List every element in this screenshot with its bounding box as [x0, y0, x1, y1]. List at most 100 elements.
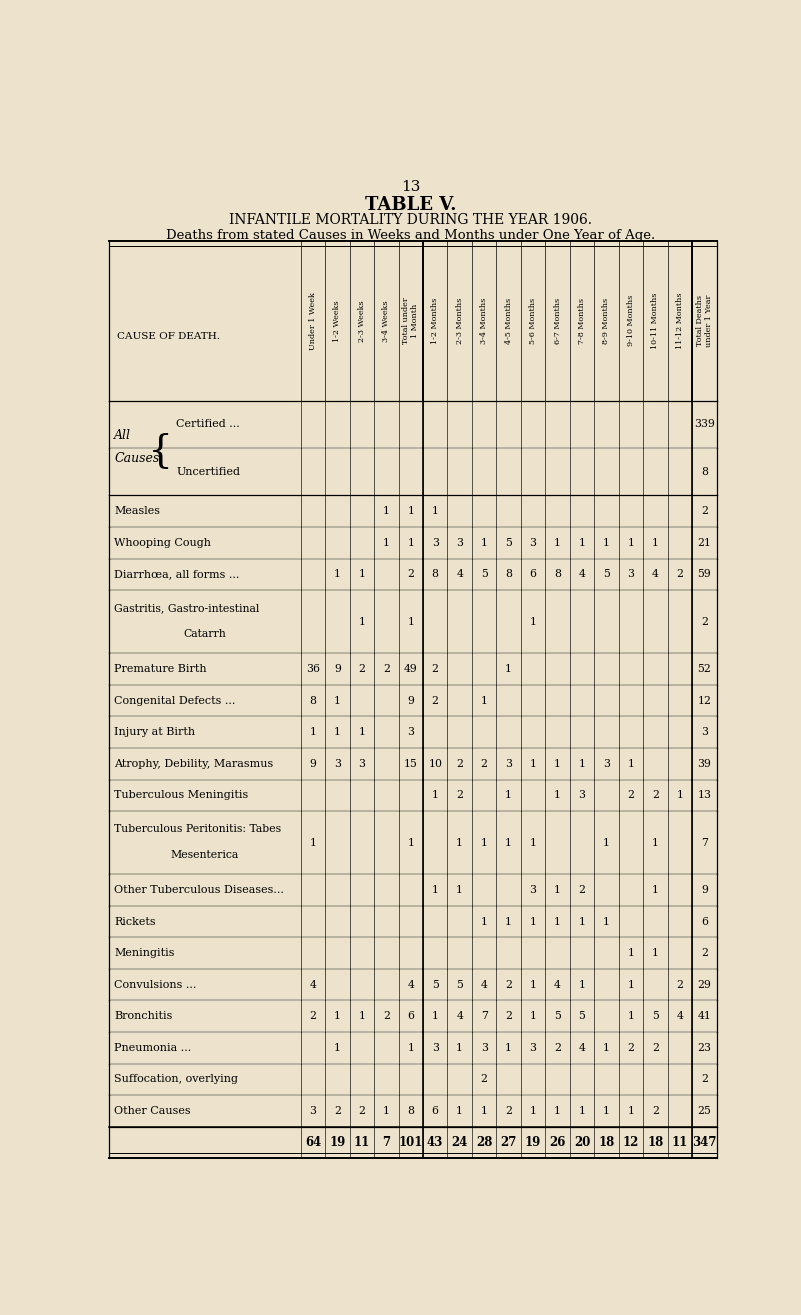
Text: 1: 1	[652, 948, 659, 959]
Text: 4: 4	[309, 980, 316, 990]
Text: 1: 1	[554, 538, 561, 548]
Text: 1: 1	[432, 1011, 439, 1022]
Text: 2: 2	[457, 759, 463, 769]
Text: 15: 15	[404, 759, 417, 769]
Text: 3: 3	[701, 727, 708, 738]
Text: 3: 3	[603, 759, 610, 769]
Text: 1: 1	[578, 1106, 586, 1116]
Text: 1-2 Months: 1-2 Months	[431, 297, 439, 345]
Text: Atrophy, Debility, Marasmus: Atrophy, Debility, Marasmus	[115, 759, 274, 769]
Text: 2: 2	[627, 1043, 634, 1053]
Text: 25: 25	[698, 1106, 711, 1116]
Text: Congenital Defects ...: Congenital Defects ...	[115, 696, 235, 706]
Text: 1: 1	[603, 1106, 610, 1116]
Text: 2: 2	[652, 790, 659, 801]
Text: 9: 9	[408, 696, 414, 706]
Text: 1: 1	[554, 790, 561, 801]
Text: 1: 1	[407, 506, 414, 517]
Text: 1: 1	[505, 664, 512, 675]
Text: 9: 9	[334, 664, 340, 675]
Text: 3: 3	[309, 1106, 316, 1116]
Text: 1: 1	[529, 980, 537, 990]
Text: 2: 2	[505, 1106, 512, 1116]
Text: 1: 1	[358, 1011, 365, 1022]
Text: 18: 18	[598, 1136, 614, 1149]
Text: 1: 1	[627, 948, 634, 959]
Text: 26: 26	[549, 1136, 566, 1149]
Text: 1: 1	[383, 1106, 390, 1116]
Text: 3: 3	[627, 569, 634, 580]
Text: 1: 1	[603, 538, 610, 548]
Text: 11: 11	[354, 1136, 370, 1149]
Text: 7-8 Months: 7-8 Months	[578, 297, 586, 343]
Text: Mesenterica: Mesenterica	[171, 851, 239, 860]
Text: Convulsions ...: Convulsions ...	[115, 980, 197, 990]
Text: Whooping Cough: Whooping Cough	[115, 538, 211, 548]
Text: 3: 3	[578, 790, 586, 801]
Text: Uncertified: Uncertified	[176, 467, 240, 477]
Text: 1: 1	[554, 885, 561, 896]
Text: Bronchitis: Bronchitis	[115, 1011, 173, 1022]
Text: 1: 1	[481, 917, 488, 927]
Text: Other Tuberculous Diseases...: Other Tuberculous Diseases...	[115, 885, 284, 896]
Text: 13: 13	[698, 790, 711, 801]
Text: 24: 24	[452, 1136, 468, 1149]
Text: Other Causes: Other Causes	[115, 1106, 191, 1116]
Text: 3: 3	[334, 759, 341, 769]
Text: 7: 7	[481, 1011, 488, 1022]
Text: 41: 41	[698, 1011, 711, 1022]
Text: 19: 19	[525, 1136, 541, 1149]
Text: 3: 3	[529, 538, 537, 548]
Text: 2: 2	[457, 790, 463, 801]
Text: 5: 5	[554, 1011, 561, 1022]
Text: TABLE V.: TABLE V.	[364, 196, 457, 214]
Text: 1: 1	[383, 538, 390, 548]
Text: Causes: Causes	[115, 452, 159, 464]
Text: 347: 347	[692, 1136, 717, 1149]
Text: 6: 6	[432, 1106, 439, 1116]
Text: 11-12 Months: 11-12 Months	[676, 292, 684, 348]
Text: 29: 29	[698, 980, 711, 990]
Text: Tuberculous Meningitis: Tuberculous Meningitis	[115, 790, 248, 801]
Text: 1: 1	[676, 790, 683, 801]
Text: Catarrh: Catarrh	[183, 630, 227, 639]
Text: Gastritis, Gastro-intestinal: Gastritis, Gastro-intestinal	[115, 602, 260, 613]
Text: 11: 11	[672, 1136, 688, 1149]
Text: 1: 1	[627, 1011, 634, 1022]
Text: 39: 39	[698, 759, 711, 769]
Text: 1: 1	[407, 538, 414, 548]
Text: }: }	[139, 430, 164, 467]
Text: 4: 4	[554, 980, 561, 990]
Text: 4: 4	[578, 569, 586, 580]
Text: 28: 28	[476, 1136, 493, 1149]
Text: 1: 1	[481, 696, 488, 706]
Text: 3: 3	[407, 727, 414, 738]
Text: 1: 1	[529, 1011, 537, 1022]
Text: 4: 4	[457, 1011, 463, 1022]
Text: 2: 2	[358, 664, 365, 675]
Text: 3: 3	[432, 538, 439, 548]
Text: INFANTILE MORTALITY DURING THE YEAR 1906.: INFANTILE MORTALITY DURING THE YEAR 1906…	[229, 213, 592, 227]
Text: 3: 3	[529, 885, 537, 896]
Text: 1: 1	[334, 696, 341, 706]
Text: 1: 1	[383, 506, 390, 517]
Text: 5-6 Months: 5-6 Months	[529, 297, 537, 345]
Text: 27: 27	[501, 1136, 517, 1149]
Text: 13: 13	[400, 180, 421, 195]
Text: 1: 1	[529, 1106, 537, 1116]
Text: 59: 59	[698, 569, 711, 580]
Text: 12: 12	[622, 1136, 639, 1149]
Text: 3: 3	[432, 1043, 439, 1053]
Text: 2: 2	[505, 980, 512, 990]
Text: 1: 1	[529, 617, 537, 627]
Text: 2: 2	[652, 1043, 659, 1053]
Text: 1: 1	[603, 917, 610, 927]
Text: 1: 1	[529, 838, 537, 848]
Text: 1: 1	[481, 1106, 488, 1116]
Text: 2: 2	[701, 617, 708, 627]
Text: 3: 3	[358, 759, 365, 769]
Text: Deaths from stated Causes in Weeks and Months under One Year of Age.: Deaths from stated Causes in Weeks and M…	[166, 229, 655, 242]
Text: 1: 1	[505, 1043, 512, 1053]
Text: 2: 2	[554, 1043, 561, 1053]
Text: 7: 7	[701, 838, 708, 848]
